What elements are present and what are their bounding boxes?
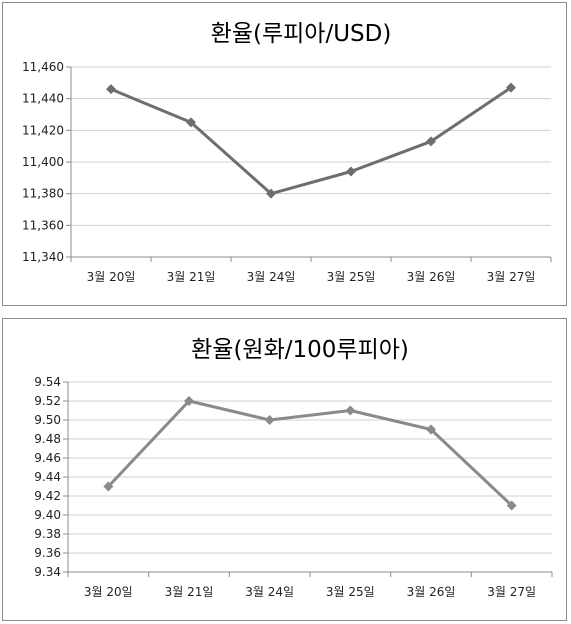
data-point-marker [106, 84, 116, 95]
data-point-marker [264, 415, 275, 425]
series-line [107, 399, 513, 507]
data-point-marker [184, 396, 194, 406]
y-tick-label: 11,380 [22, 187, 64, 201]
chart-panel-krw: 환율(원화/100루피아) 9.34 9.36 9.38 9.40 9.42 9.44 9.4… [2, 318, 567, 621]
x-tick-label: 3월 27일 [487, 270, 536, 284]
data-point-marker [346, 166, 356, 177]
x-tick-label: 3월 20일 [84, 585, 133, 599]
usd-rate-chart: 환율(루피아/USD) 11,340 11,360 11,380 11,400 11,42… [22, 21, 552, 284]
y-tick-label: 9.54 [34, 375, 61, 389]
data-point-marker [506, 82, 516, 93]
y-tick-label: 9.34 [34, 565, 61, 579]
data-point-marker [345, 405, 356, 416]
y-tick-label: 11,340 [22, 250, 64, 264]
series-line [110, 86, 512, 196]
y-tick-label: 9.40 [34, 508, 61, 522]
data-point-marker [426, 136, 436, 147]
y-tick-label: 11,400 [22, 155, 64, 169]
chart-panel-usd: 환율(루피아/USD) 11,340 11,360 11,380 11,400 11,42… [2, 2, 567, 306]
x-tick-label: 3월 20일 [87, 270, 136, 284]
y-tick-label: 11,360 [22, 218, 64, 232]
data-point-marker [426, 424, 436, 435]
y-tick-label: 9.38 [34, 527, 61, 541]
y-tick-label: 9.36 [34, 546, 61, 560]
y-tick-label: 9.42 [34, 489, 61, 503]
data-point-marker [506, 500, 517, 511]
x-tick-label: 3월 26일 [407, 270, 456, 284]
y-tick-label: 11,420 [22, 123, 64, 137]
y-tick-label: 9.48 [34, 432, 61, 446]
y-tick-label: 9.44 [34, 470, 61, 484]
y-tick-label: 9.52 [34, 394, 61, 408]
x-tick-label: 3월 25일 [327, 270, 376, 284]
y-tick-label: 9.46 [34, 451, 61, 465]
chart-title: 환율(원화/100루피아) [191, 337, 409, 363]
x-tick-label: 3월 21일 [165, 585, 214, 599]
x-tick-label: 3월 24일 [247, 270, 296, 284]
data-point-marker [266, 188, 276, 199]
y-tick-label: 11,440 [22, 92, 64, 106]
data-point-marker [186, 117, 196, 128]
x-tick-label: 3월 24일 [245, 585, 294, 599]
krw-rate-chart: 환율(원화/100루피아) 9.34 9.36 9.38 9.40 9.42 9.44 9.4… [34, 337, 553, 599]
x-tick-label: 3월 26일 [407, 585, 456, 599]
x-tick-label: 3월 25일 [326, 585, 375, 599]
x-tick-label: 3월 27일 [487, 585, 536, 599]
data-point-marker [103, 481, 114, 492]
y-tick-label: 11,460 [22, 60, 64, 74]
chart-title: 환율(루피아/USD) [211, 21, 392, 47]
x-tick-label: 3월 21일 [167, 270, 216, 284]
y-tick-label: 9.50 [34, 413, 61, 427]
